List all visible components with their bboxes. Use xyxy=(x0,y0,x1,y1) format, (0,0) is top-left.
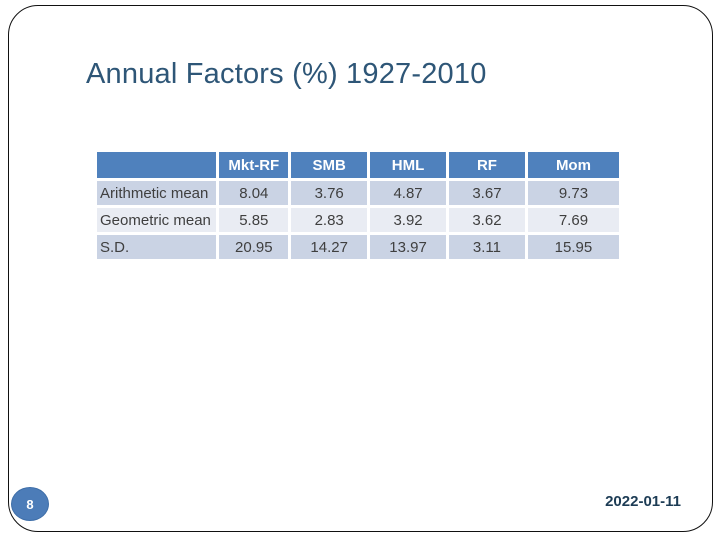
table-cell: 9.73 xyxy=(527,181,619,205)
column-header-rf: RF xyxy=(449,152,525,178)
table-cell: 4.87 xyxy=(370,181,446,205)
column-header-hml: HML xyxy=(370,152,446,178)
table-cell: 7.69 xyxy=(527,208,619,232)
annual-factors-table: Mkt-RF SMB HML RF Mom Arithmetic mean 8.… xyxy=(94,149,622,262)
table-cell: 5.85 xyxy=(219,208,289,232)
slide-date: 2022-01-11 xyxy=(605,493,681,510)
table-cell: 15.95 xyxy=(527,235,619,259)
table-cell: 3.76 xyxy=(291,181,368,205)
page-number-badge: 8 xyxy=(11,487,49,521)
column-header-smb: SMB xyxy=(291,152,368,178)
column-header-mkt-rf: Mkt-RF xyxy=(219,152,289,178)
table-row-arithmetic-mean: Arithmetic mean 8.04 3.76 4.87 3.67 9.73 xyxy=(97,181,619,205)
table-cell: 13.97 xyxy=(370,235,446,259)
table-header-row: Mkt-RF SMB HML RF Mom xyxy=(97,152,619,178)
column-header-mom: Mom xyxy=(527,152,619,178)
table-row-sd: S.D. 20.95 14.27 13.97 3.11 15.95 xyxy=(97,235,619,259)
table-cell: 3.67 xyxy=(449,181,525,205)
row-label: Arithmetic mean xyxy=(97,181,217,205)
slide-title: Annual Factors (%) 1927-2010 xyxy=(86,58,487,90)
table-cell: 14.27 xyxy=(291,235,368,259)
table-cell: 3.11 xyxy=(449,235,525,259)
row-label: S.D. xyxy=(97,235,217,259)
column-header-blank xyxy=(97,152,217,178)
table-cell: 2.83 xyxy=(291,208,368,232)
row-label: Geometric mean xyxy=(97,208,217,232)
table-cell: 20.95 xyxy=(219,235,289,259)
table-cell: 3.92 xyxy=(370,208,446,232)
page-number: 8 xyxy=(26,496,34,512)
table-cell: 3.62 xyxy=(449,208,525,232)
table-row-geometric-mean: Geometric mean 5.85 2.83 3.92 3.62 7.69 xyxy=(97,208,619,232)
table-cell: 8.04 xyxy=(219,181,289,205)
